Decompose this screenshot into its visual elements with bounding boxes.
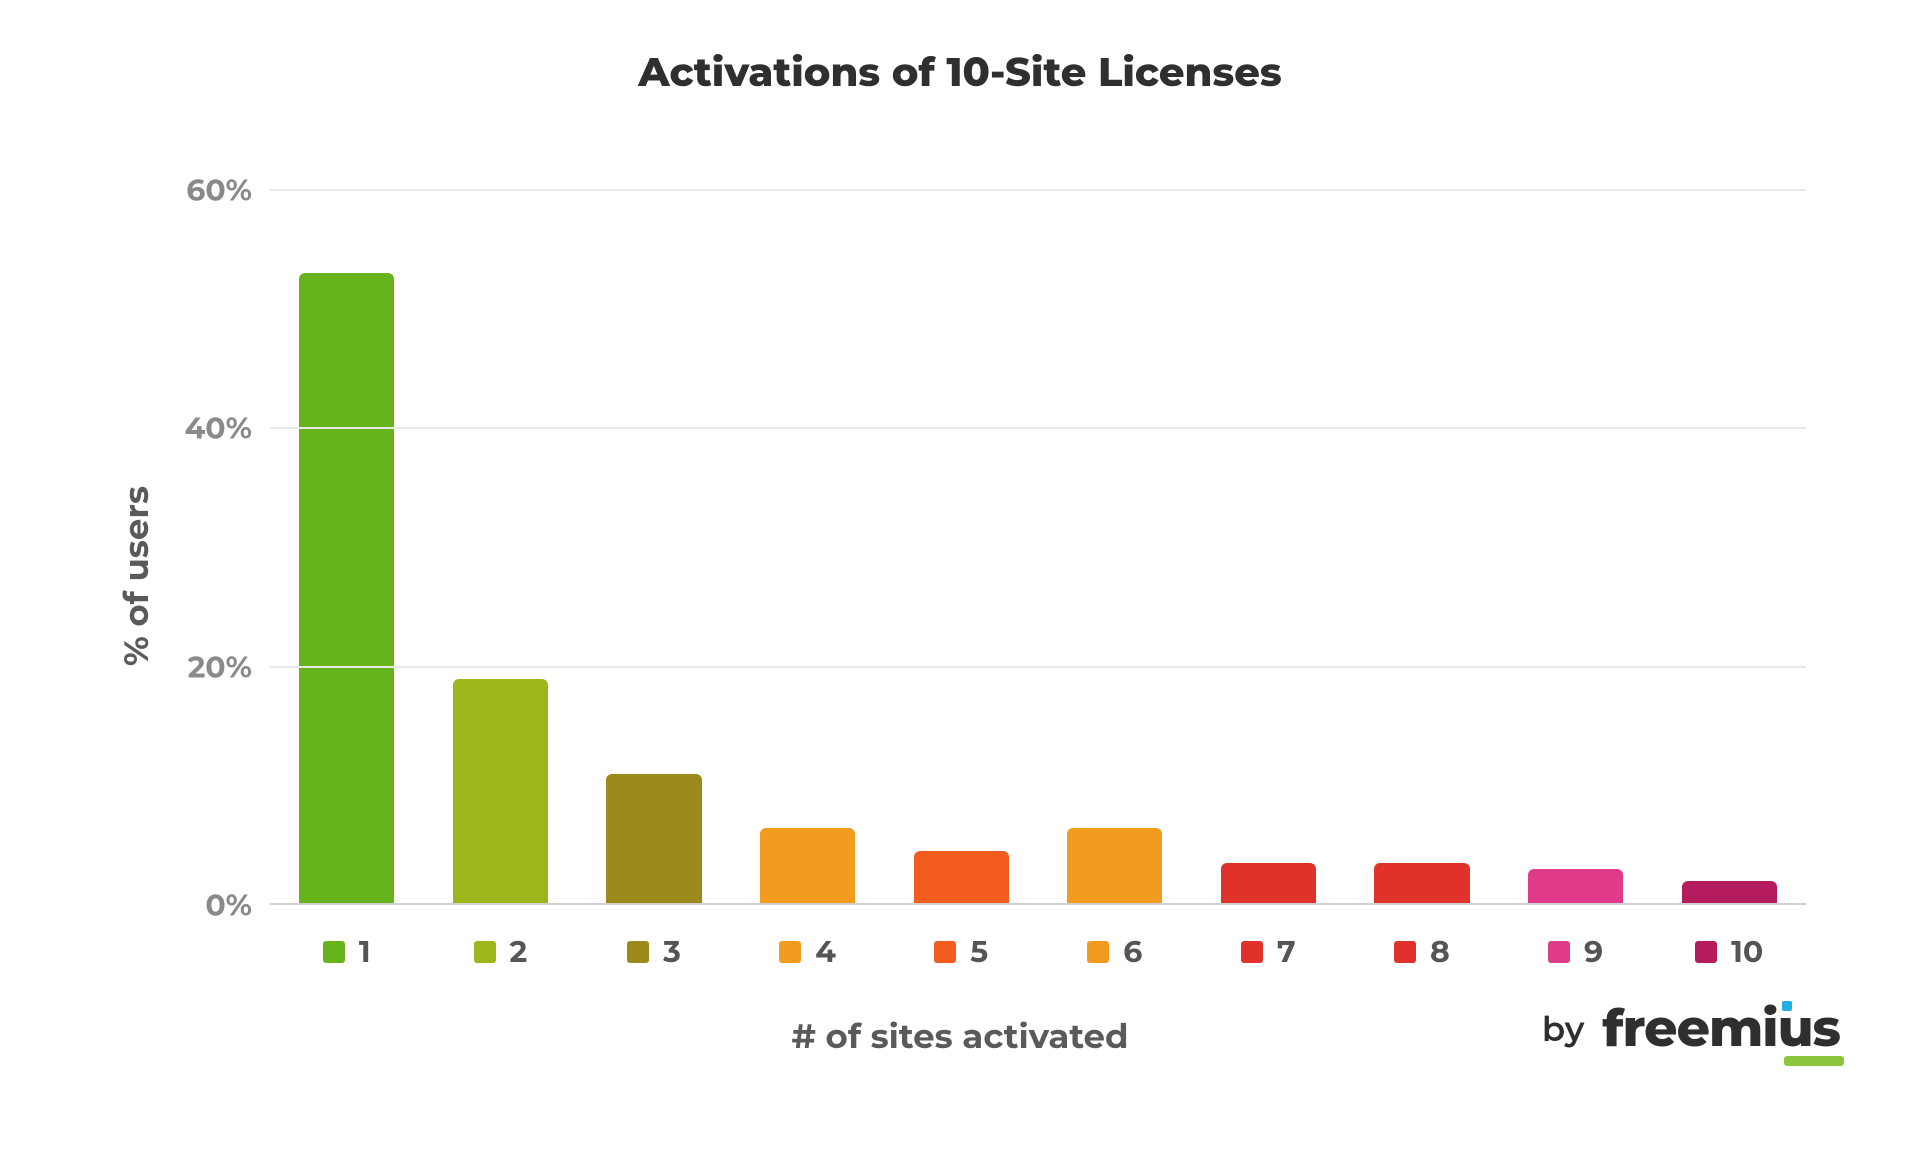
bar-slot (1652, 190, 1806, 905)
y-axis-label: % of users (115, 486, 157, 666)
bar (1374, 863, 1469, 905)
legend-label: 4 (815, 933, 836, 970)
legend-item: 8 (1345, 933, 1499, 970)
attribution-by: by (1542, 1008, 1584, 1050)
legend-item: 2 (424, 933, 578, 970)
legend-swatch-icon (474, 941, 496, 963)
plot-area: 0%20%40%60% (270, 190, 1806, 905)
legend-swatch-icon (934, 941, 956, 963)
legend-label: 7 (1277, 933, 1296, 970)
bar-slot (1192, 190, 1346, 905)
bar (299, 273, 394, 905)
legend-label: 9 (1584, 933, 1603, 970)
gridline (270, 666, 1806, 668)
legend-swatch-icon (1394, 941, 1416, 963)
legend-item: 7 (1192, 933, 1346, 970)
gridline (270, 189, 1806, 191)
legend-swatch-icon (323, 941, 345, 963)
y-tick-label: 60% (186, 172, 252, 209)
bar (606, 774, 701, 905)
y-tick-label: 0% (205, 887, 252, 924)
x-axis-baseline (270, 903, 1806, 905)
legend-label: 3 (663, 933, 681, 970)
bar (453, 679, 548, 905)
freemius-logo: freemius (1602, 997, 1840, 1060)
gridline (270, 427, 1806, 429)
attribution: by freemius (1542, 997, 1840, 1060)
legend-swatch-icon (779, 941, 801, 963)
chart-title: Activations of 10-Site Licenses (0, 48, 1920, 97)
legend-label: 6 (1123, 933, 1142, 970)
legend-label: 8 (1430, 933, 1450, 970)
bar-slot (731, 190, 885, 905)
legend-item: 4 (731, 933, 885, 970)
bar-slot (1499, 190, 1653, 905)
legend-item: 3 (577, 933, 731, 970)
bar-slot (270, 190, 424, 905)
y-tick-label: 40% (185, 410, 252, 447)
bar-slot (1345, 190, 1499, 905)
legend-label: 5 (970, 933, 988, 970)
legend-item: 10 (1652, 933, 1806, 970)
bar-slot (884, 190, 1038, 905)
chart-container: Activations of 10-Site Licenses % of use… (0, 0, 1920, 1152)
logo-accent-underline-icon (1784, 1056, 1844, 1066)
legend-swatch-icon (627, 941, 649, 963)
legend-item: 1 (270, 933, 424, 970)
legend-label: 1 (359, 933, 371, 970)
logo-accent-dot-icon (1782, 1001, 1792, 1011)
bar-slot (424, 190, 578, 905)
bar (1221, 863, 1316, 905)
legend-item: 6 (1038, 933, 1192, 970)
y-tick-label: 20% (188, 648, 252, 685)
legend-swatch-icon (1548, 941, 1570, 963)
legend-swatch-icon (1087, 941, 1109, 963)
legend: 1 2 3 4 5 6 7 8 9 10 (270, 933, 1806, 970)
legend-item: 9 (1499, 933, 1653, 970)
bar (1067, 828, 1162, 905)
legend-item: 5 (884, 933, 1038, 970)
legend-swatch-icon (1695, 941, 1717, 963)
legend-label: 10 (1731, 933, 1763, 970)
bars-group (270, 190, 1806, 905)
bar (1528, 869, 1623, 905)
bar (914, 851, 1009, 905)
bar-slot (1038, 190, 1192, 905)
bar (1682, 881, 1777, 905)
freemius-logo-text: freemius (1602, 997, 1840, 1060)
legend-label: 2 (510, 933, 528, 970)
legend-swatch-icon (1241, 941, 1263, 963)
bar-slot (577, 190, 731, 905)
bar (760, 828, 855, 905)
